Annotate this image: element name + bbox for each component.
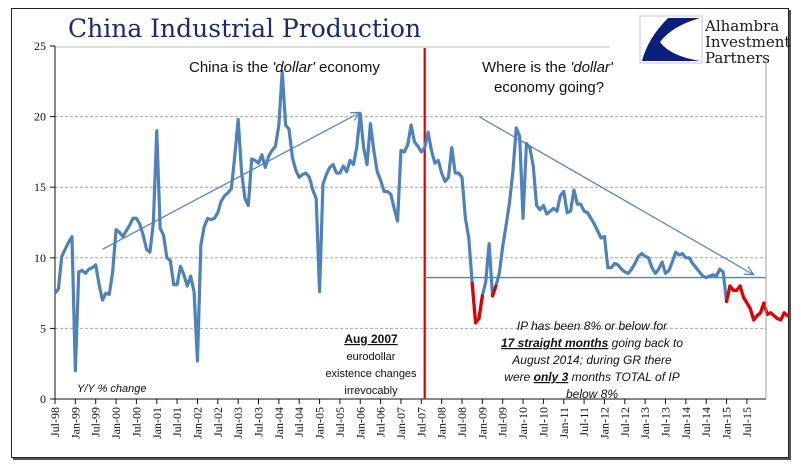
aug2007-line-2: existence changes	[325, 368, 417, 380]
right-headline-part: 'dollar'	[570, 59, 614, 76]
ip-annotation: IP has been 8% or below for 17 straight …	[501, 319, 683, 401]
left-headline-part: China is the	[189, 59, 272, 76]
x-tick-label: Jan-08	[435, 407, 449, 439]
ip-line-4: were only 3 months TOTAL of IP	[504, 370, 679, 384]
x-tick-label: Jul-15	[740, 407, 754, 437]
x-tick-label: Jan-00	[109, 407, 123, 439]
x-tick-label: Jul-00	[129, 407, 143, 437]
x-tick-label: Jul-10	[536, 407, 550, 437]
ip-line-2-rest: going back to	[608, 336, 683, 350]
left-headline: China is the 'dollar' economy	[189, 59, 380, 76]
x-tick-label: Jul-08	[455, 407, 469, 437]
trend-arrow-head-icon	[743, 266, 755, 276]
right-headline-line-1: Where is the 'dollar'	[482, 59, 614, 76]
series-line	[53, 69, 789, 373]
right-headline-part: Where is the	[482, 59, 570, 76]
ip-line-4-c: months TOTAL of IP	[568, 370, 679, 384]
trend-arrow-line	[102, 111, 361, 250]
x-tick-label: Jan-06	[353, 407, 367, 439]
series-group	[53, 69, 790, 373]
y-tick-label: 15	[34, 180, 46, 194]
x-tick-label: Jan-04	[272, 407, 286, 439]
y-unit-note: Y/Y % change	[77, 383, 147, 395]
highlight-segment	[490, 284, 498, 298]
ip-line-1: IP has been 8% or below for	[517, 319, 668, 333]
x-tick-label: Jul-12	[618, 407, 632, 437]
chart-title: China Industrial Production	[68, 14, 421, 43]
x-tick-label: Jan-02	[190, 407, 204, 439]
aug2007-line-3: irrevocably	[344, 385, 398, 397]
x-tick-label: Jul-02	[211, 407, 225, 437]
x-tick-label: Jul-14	[699, 407, 713, 437]
ip-line-5: below 8%	[566, 387, 618, 401]
left-headline-part: economy	[315, 59, 381, 76]
x-tick-label: Jul-03	[252, 407, 266, 437]
ip-line-4-bold: only 3	[534, 370, 569, 384]
logo-line-1: Alhambra	[704, 17, 779, 35]
y-tick-label: 25	[34, 39, 46, 53]
highlight-segment	[782, 311, 790, 318]
x-axis: Jul-98 Jan-99 Jul-99 Jan-00 Jul-00 Jan-01 Jul-…	[48, 398, 766, 439]
highlight-segment	[748, 307, 756, 322]
x-tick-label: Jul-06	[374, 407, 388, 437]
y-tick-label: 20	[34, 110, 46, 124]
logo-line-2: Investment	[705, 33, 790, 51]
ip-line-4-a: were	[504, 370, 533, 384]
x-tick-label: Jan-11	[557, 407, 571, 439]
left-headline-part: 'dollar'	[272, 59, 316, 76]
logo: Alhambra Investment Partners	[639, 15, 790, 67]
ip-line-2-bold: 17 straight months	[501, 336, 609, 350]
x-tick-label: Jan-09	[475, 407, 489, 439]
x-tick-label: Jan-01	[150, 407, 164, 439]
y-tick-label: 5	[40, 321, 46, 335]
logo-mark-icon	[642, 18, 700, 61]
gridlines	[55, 116, 766, 329]
y-tick-label: 0	[40, 392, 46, 406]
x-tick-label: Jul-11	[577, 407, 591, 437]
x-tick-label: Jan-14	[679, 407, 693, 439]
x-tick-label: Jan-10	[516, 407, 530, 439]
x-tick-label: Jan-03	[231, 407, 245, 439]
highlight-segment	[477, 294, 484, 321]
x-tick-label: Jul-09	[496, 407, 510, 437]
highlight-segment	[724, 284, 732, 304]
logo-line-3: Partners	[705, 49, 770, 67]
x-tick-label: Jul-05	[333, 407, 347, 437]
aug2007-title: Aug 2007	[344, 332, 398, 346]
highlight-segment	[470, 281, 478, 325]
ip-line-2: 17 straight months going back to	[501, 336, 683, 350]
x-tick-label: Jan-13	[638, 407, 652, 439]
x-tick-label: Jul-99	[89, 407, 103, 437]
x-tick-label: Jul-13	[659, 407, 673, 437]
x-tick-label: Jan-12	[597, 407, 611, 439]
x-tick-label: Jan-07	[394, 407, 408, 439]
x-tick-label: Jul-01	[170, 407, 184, 437]
ip-line-3: August 2014; during GR there	[511, 353, 672, 367]
trend-arrows	[102, 111, 755, 276]
x-tick-label: Jul-07	[414, 407, 428, 437]
x-tick-label: Jan-15	[720, 407, 734, 439]
y-axis: 0 5 10 15 20 25	[34, 39, 56, 406]
right-headline-line-2: economy going?	[494, 79, 604, 96]
x-tick-label: Jul-04	[292, 407, 306, 437]
y-tick-label: 10	[34, 251, 46, 265]
x-tick-label: Jan-99	[68, 407, 82, 439]
aug2007-line-1: eurodollar	[347, 351, 396, 363]
x-tick-label: Jan-05	[313, 407, 327, 439]
chart-frame	[11, 8, 789, 458]
trend-arrow-head-icon	[350, 111, 362, 121]
highlight-segment	[738, 284, 746, 299]
trend-arrow-line	[478, 116, 754, 276]
x-tick-label: Jul-98	[48, 407, 62, 437]
